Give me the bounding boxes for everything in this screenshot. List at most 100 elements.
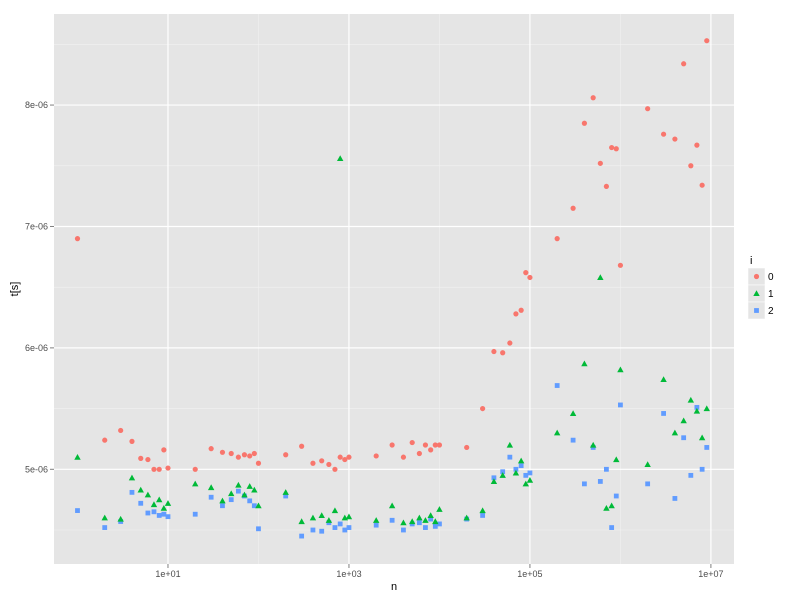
data-point <box>618 402 623 408</box>
data-point <box>507 340 513 346</box>
data-point <box>428 516 434 522</box>
data-point <box>208 494 214 500</box>
data-point <box>129 489 135 495</box>
data-point <box>283 493 289 499</box>
data-point <box>613 146 619 152</box>
data-point <box>409 439 415 446</box>
data-point <box>332 466 338 472</box>
data-point <box>617 366 624 373</box>
data-point <box>437 521 442 527</box>
data-point <box>137 486 144 493</box>
data-point <box>581 120 588 126</box>
series-1-points <box>74 155 710 526</box>
data-point <box>145 456 151 463</box>
data-point <box>480 513 486 518</box>
legend-key-marker <box>754 308 759 313</box>
data-point <box>500 469 506 475</box>
data-point <box>373 522 379 528</box>
data-point <box>345 513 353 520</box>
data-point <box>479 507 486 514</box>
data-point <box>235 481 242 488</box>
x-axis-title: n <box>391 581 397 593</box>
data-point <box>208 446 214 452</box>
data-point <box>512 469 520 476</box>
data-point <box>436 506 443 512</box>
data-point <box>423 525 428 530</box>
data-point <box>432 442 438 448</box>
data-point <box>388 502 396 509</box>
data-point <box>527 274 533 281</box>
data-points <box>74 38 710 539</box>
data-point <box>219 497 226 504</box>
data-point <box>251 450 257 457</box>
data-point <box>145 510 151 516</box>
data-point <box>660 376 667 383</box>
data-point <box>164 500 172 506</box>
data-point <box>156 466 162 472</box>
plot-panel <box>54 14 734 564</box>
y-tick-label: 8e-06 <box>25 100 48 110</box>
data-point <box>422 442 429 448</box>
data-point <box>589 441 597 448</box>
data-point <box>156 496 163 503</box>
data-point <box>310 460 316 466</box>
data-point <box>337 454 343 460</box>
series-2-points <box>75 383 710 539</box>
data-point <box>681 435 687 441</box>
data-point <box>517 457 525 464</box>
data-point <box>346 525 352 530</box>
data-point <box>319 528 325 534</box>
data-point <box>161 447 167 453</box>
data-point <box>332 525 338 530</box>
data-point <box>331 507 339 514</box>
x-axis-ticks: 1e+01 1e+03 1e+05 1e+07 <box>155 564 724 579</box>
data-point <box>613 456 620 463</box>
data-point <box>427 512 434 518</box>
data-point <box>644 461 651 468</box>
data-point <box>101 514 108 521</box>
data-point <box>346 454 352 460</box>
y-tick-label: 6e-06 <box>25 343 48 353</box>
data-point <box>428 447 434 453</box>
data-point <box>693 407 701 414</box>
data-point <box>416 450 422 457</box>
data-point <box>688 472 694 478</box>
data-point <box>432 523 438 529</box>
data-point <box>603 504 610 511</box>
data-point <box>337 521 343 527</box>
data-point <box>389 442 395 448</box>
data-point <box>436 442 443 448</box>
data-point <box>299 533 305 539</box>
data-point <box>246 483 253 489</box>
data-point <box>513 466 519 472</box>
legend-items: 0 1 2 <box>747 267 774 320</box>
data-point <box>694 142 700 148</box>
data-point <box>422 517 429 523</box>
legend-key-marker <box>753 290 760 297</box>
data-point <box>156 513 162 518</box>
data-point <box>590 95 596 101</box>
data-point <box>389 517 395 523</box>
y-tick-label: 7e-06 <box>25 221 48 231</box>
data-point <box>609 144 615 151</box>
data-point <box>416 520 422 526</box>
legend-label: 0 <box>768 272 774 283</box>
data-point <box>241 452 248 458</box>
data-point <box>255 460 262 466</box>
data-point <box>523 472 529 478</box>
data-point <box>75 508 80 513</box>
data-point <box>570 205 576 211</box>
data-point <box>102 525 108 530</box>
data-point <box>165 514 171 520</box>
data-point <box>319 458 325 464</box>
data-point <box>283 452 289 458</box>
data-point <box>704 38 710 44</box>
data-point <box>401 527 406 533</box>
data-point <box>613 493 619 499</box>
data-point <box>256 526 261 532</box>
data-point <box>400 519 407 526</box>
data-point <box>464 444 470 451</box>
y-axis-title: t[s] <box>9 282 21 297</box>
y-tick-label: 5e-06 <box>25 464 48 474</box>
